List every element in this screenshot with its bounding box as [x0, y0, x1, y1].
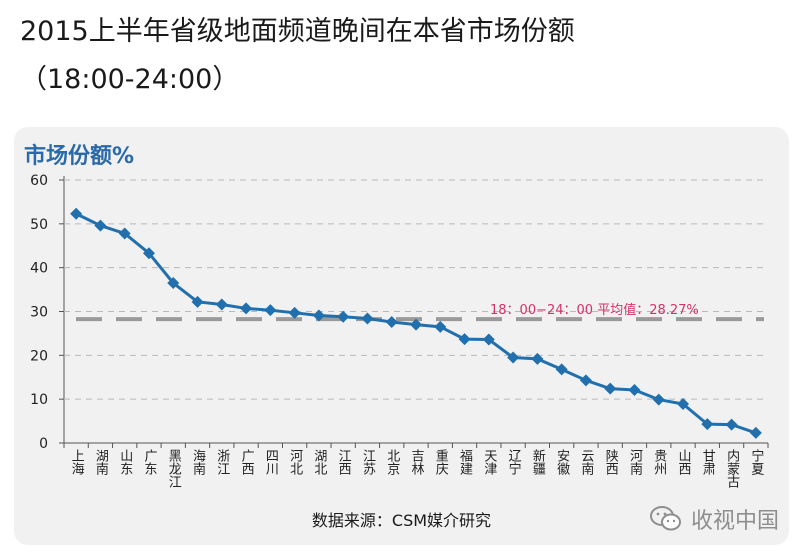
x-tick-label: 云南: [578, 449, 594, 475]
data-point: [652, 393, 665, 406]
x-tick-label: 北京: [384, 449, 400, 475]
x-tick-label: 重庆: [433, 448, 449, 475]
y-tick-label: 60: [30, 173, 48, 189]
x-tick-label: 四川: [263, 449, 279, 475]
x-tick-label: 江西: [336, 449, 352, 475]
data-point: [531, 352, 544, 365]
y-axis-label: 市场份额%: [24, 143, 134, 169]
x-tick-label: 贵州: [651, 449, 667, 475]
data-point: [385, 316, 398, 329]
chart-panel: [14, 127, 789, 545]
chart-title: 2015上半年省级地面频道晚间在本省市场份额: [20, 16, 575, 47]
data-point: [288, 306, 301, 319]
data-point: [70, 207, 83, 220]
x-tick-label: 浙江: [214, 449, 230, 475]
data-point: [628, 383, 641, 396]
data-point: [118, 227, 131, 240]
data-point: [167, 277, 180, 290]
data-source: 数据来源：CSM媒介研究: [311, 511, 492, 530]
y-tick-label: 50: [30, 217, 48, 233]
x-tick-label: 辽宁: [506, 449, 522, 475]
data-point: [215, 298, 228, 311]
x-tick-label: 广东: [141, 449, 157, 475]
data-point: [458, 333, 471, 346]
data-point: [434, 320, 447, 333]
x-tick-label: 河北: [287, 449, 303, 476]
data-point: [361, 312, 374, 325]
y-tick-label: 0: [39, 436, 48, 452]
y-tick-label: 10: [30, 392, 48, 408]
data-point: [191, 295, 204, 308]
x-tick-label: 内蒙古: [724, 448, 740, 488]
data-point: [264, 304, 277, 317]
x-tick-label: 河南: [627, 449, 643, 475]
x-tick-label: 山东: [117, 449, 133, 475]
y-tick-label: 40: [30, 261, 48, 277]
x-tick-label: 宁夏: [748, 448, 764, 475]
x-tick-label: 陕西: [603, 449, 619, 475]
data-point: [94, 219, 107, 232]
data-point: [337, 310, 350, 323]
x-tick-label: 天津: [481, 449, 497, 475]
x-tick-label: 上海: [69, 449, 85, 475]
x-tick-label: 新疆: [530, 448, 546, 475]
watermark: 收视中国: [649, 503, 779, 535]
x-tick-label: 湖南: [93, 449, 109, 475]
data-point: [579, 374, 592, 387]
data-point: [482, 333, 495, 346]
x-tick-label: 黑龙江: [166, 449, 182, 488]
data-point: [410, 318, 422, 331]
data-point: [240, 302, 253, 315]
y-tick-label: 30: [30, 305, 48, 321]
x-tick-label: 江苏: [360, 449, 376, 475]
x-tick-label: 甘肃: [700, 449, 716, 475]
data-point: [142, 247, 155, 260]
x-tick-label: 山西: [676, 449, 692, 475]
wechat-icon: [649, 506, 681, 531]
x-tick-label: 吉林: [409, 449, 425, 475]
chart-subtitle: （18:00-24:00）: [20, 64, 240, 95]
x-tick-label: 广西: [239, 449, 255, 475]
data-point: [725, 418, 738, 431]
data-point: [749, 426, 762, 439]
data-point: [555, 363, 568, 376]
x-tick-label: 安徽: [554, 449, 570, 475]
data-point: [312, 309, 325, 322]
x-tick-label: 湖北: [311, 449, 327, 476]
data-point: [677, 397, 690, 410]
x-tick-label: 海南: [190, 449, 206, 475]
data-point: [507, 351, 520, 364]
data-point: [701, 418, 714, 431]
average-label: 18：00−24：00 平均值：28.27%: [490, 302, 699, 318]
x-tick-label: 福建: [457, 449, 473, 476]
data-point: [604, 382, 617, 395]
y-tick-label: 20: [30, 348, 48, 364]
watermark-text: 收视中国: [690, 509, 779, 534]
